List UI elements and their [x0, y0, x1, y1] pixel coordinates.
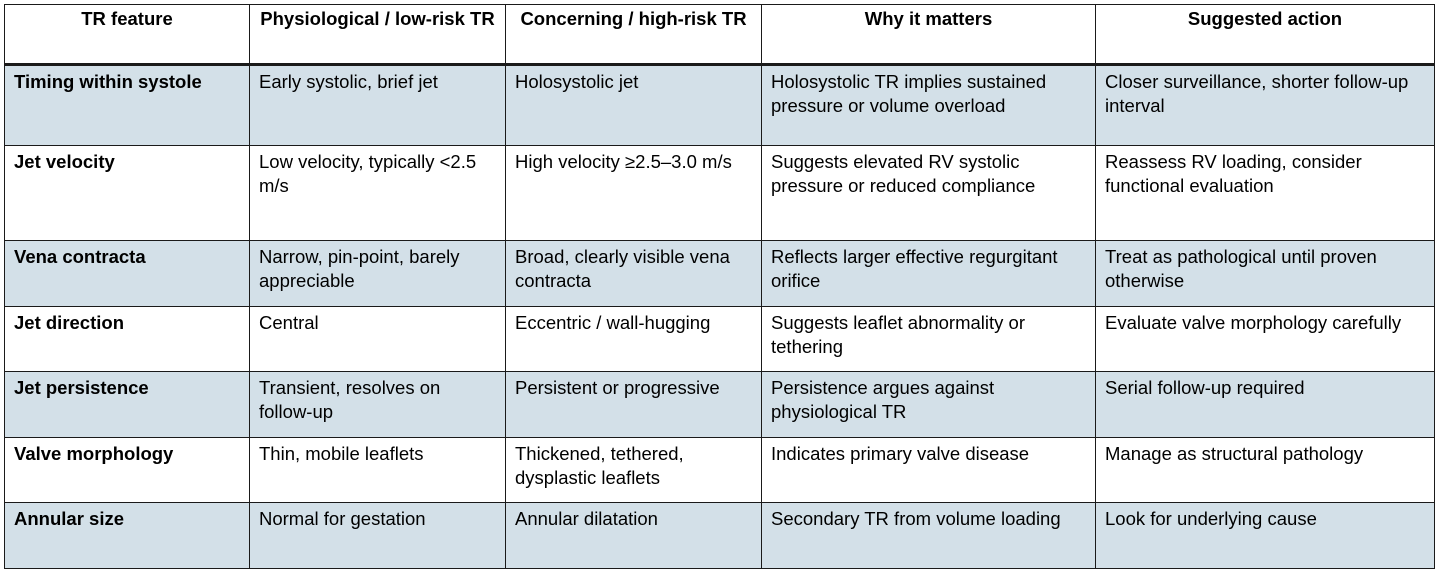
action-cell: Treat as pathological until proven other…: [1095, 240, 1435, 307]
table-row: Annular size Normal for gestation Annula…: [4, 502, 1435, 569]
concerning-cell: Persistent or progressive: [505, 371, 762, 438]
why-cell: Persistence argues against physiological…: [761, 371, 1096, 438]
physiological-cell: Normal for gestation: [249, 502, 506, 569]
action-cell: Serial follow-up required: [1095, 371, 1435, 438]
table-row: Timing within systole Early systolic, br…: [4, 64, 1435, 146]
header-tr-feature: TR feature: [4, 4, 250, 66]
concerning-cell: Holosystolic jet: [505, 64, 762, 146]
feature-cell: Valve morphology: [4, 436, 250, 504]
header-concerning: Concerning / high-risk TR: [505, 4, 762, 66]
physiological-cell: Early systolic, brief jet: [249, 64, 506, 146]
why-cell: Reflects larger effective regurgitant or…: [761, 240, 1096, 307]
physiological-cell: Low velocity, typically <2.5 m/s: [249, 144, 506, 242]
feature-cell: Jet velocity: [4, 144, 250, 242]
physiological-cell: Thin, mobile leaflets: [249, 436, 506, 504]
action-cell: Closer surveillance, shorter follow-up i…: [1095, 64, 1435, 146]
feature-cell: Annular size: [4, 502, 250, 569]
tr-comparison-table: TR feature Physiological / low-risk TR C…: [4, 4, 1435, 569]
action-cell: Manage as structural pathology: [1095, 436, 1435, 504]
action-cell: Evaluate valve morphology carefully: [1095, 305, 1435, 373]
concerning-cell: Broad, clearly visible vena contracta: [505, 240, 762, 307]
why-cell: Holosystolic TR implies sustained pressu…: [761, 64, 1096, 146]
table-body: Timing within systole Early systolic, br…: [4, 64, 1435, 569]
action-cell: Look for underlying cause: [1095, 502, 1435, 569]
feature-cell: Jet persistence: [4, 371, 250, 438]
feature-cell: Vena contracta: [4, 240, 250, 307]
concerning-cell: Annular dilatation: [505, 502, 762, 569]
feature-cell: Timing within systole: [4, 64, 250, 146]
physiological-cell: Narrow, pin-point, barely appreciable: [249, 240, 506, 307]
table-row: Vena contracta Narrow, pin-point, barely…: [4, 240, 1435, 307]
physiological-cell: Transient, resolves on follow-up: [249, 371, 506, 438]
table-row: Jet persistence Transient, resolves on f…: [4, 371, 1435, 438]
why-cell: Secondary TR from volume loading: [761, 502, 1096, 569]
header-row: TR feature Physiological / low-risk TR C…: [4, 4, 1435, 66]
concerning-cell: Thickened, tethered, dysplastic leaflets: [505, 436, 762, 504]
table-header: TR feature Physiological / low-risk TR C…: [4, 4, 1435, 66]
header-suggested-action: Suggested action: [1095, 4, 1435, 66]
why-cell: Indicates primary valve disease: [761, 436, 1096, 504]
concerning-cell: Eccentric / wall-hugging: [505, 305, 762, 373]
why-cell: Suggests leaflet abnormality or tetherin…: [761, 305, 1096, 373]
physiological-cell: Central: [249, 305, 506, 373]
action-cell: Reassess RV loading, consider functional…: [1095, 144, 1435, 242]
concerning-cell: High velocity ≥2.5–3.0 m/s: [505, 144, 762, 242]
feature-cell: Jet direction: [4, 305, 250, 373]
header-physiological: Physiological / low-risk TR: [249, 4, 506, 66]
table-row: Jet velocity Low velocity, typically <2.…: [4, 144, 1435, 242]
table-row: Jet direction Central Eccentric / wall-h…: [4, 305, 1435, 373]
header-why-it-matters: Why it matters: [761, 4, 1096, 66]
why-cell: Suggests elevated RV systolic pressure o…: [761, 144, 1096, 242]
table-row: Valve morphology Thin, mobile leaflets T…: [4, 436, 1435, 504]
